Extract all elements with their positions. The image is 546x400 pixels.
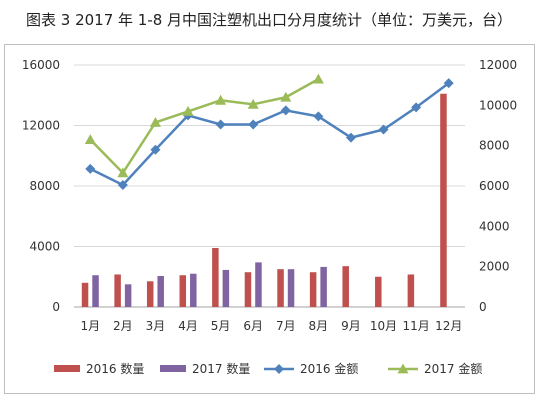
- bar: [375, 276, 382, 307]
- right-axis-tick-label: 4000: [479, 219, 510, 233]
- legend-label: 2017 数量: [192, 361, 250, 376]
- chart-title: 图表 3 2017 年 1-8 月中国注塑机出口分月度统计（单位：万美元，台）: [26, 11, 513, 29]
- x-axis-tick-label: 8月: [309, 319, 329, 333]
- bar: [157, 275, 164, 307]
- right-axis-tick-label: 2000: [479, 260, 510, 274]
- bar: [342, 266, 349, 307]
- legend-swatch: [160, 365, 186, 372]
- x-axis-tick-label: 3月: [146, 319, 166, 333]
- line-point: [280, 105, 291, 116]
- line-point: [215, 119, 226, 130]
- line-point: [117, 167, 129, 178]
- bar: [212, 248, 219, 307]
- line-point: [247, 98, 259, 109]
- bar: [92, 275, 99, 307]
- line-point: [443, 78, 454, 89]
- line-point: [248, 119, 259, 130]
- x-axis-tick-label: 6月: [243, 319, 263, 333]
- line-point: [182, 105, 194, 116]
- left-axis-tick-label: 4000: [29, 240, 60, 254]
- line-point: [312, 73, 324, 84]
- left-axis-tick-label: 12000: [22, 119, 60, 133]
- legend-label: 2017 金额: [424, 361, 482, 376]
- left-axis-tick-label: 0: [52, 300, 60, 314]
- line-point: [280, 91, 292, 102]
- series-line: [89, 82, 450, 187]
- legend-marker: [274, 364, 284, 374]
- x-axis-tick-label: 4月: [178, 319, 198, 333]
- legend-label: 2016 数量: [86, 361, 144, 376]
- right-axis-tick-label: 12000: [479, 58, 517, 72]
- x-axis-tick-label: 9月: [341, 319, 361, 333]
- right-axis-tick-label: 8000: [479, 139, 510, 153]
- line-point: [345, 132, 356, 143]
- x-axis-tick-label: 7月: [276, 319, 296, 333]
- line-point: [313, 111, 324, 122]
- bar: [124, 284, 132, 307]
- x-axis-tick-label: 1月: [80, 319, 100, 333]
- right-axis-tick-label: 10000: [479, 98, 517, 112]
- bar: [81, 282, 89, 307]
- bar: [277, 269, 284, 307]
- series-line: [89, 78, 319, 175]
- line-point: [117, 179, 128, 190]
- line-point: [85, 163, 96, 174]
- x-axis-tick-label: 10月: [370, 319, 397, 333]
- line-point: [150, 144, 161, 155]
- right-axis-tick-label: 6000: [479, 179, 510, 193]
- legend-swatch: [54, 365, 80, 372]
- bar: [244, 272, 252, 307]
- bar: [440, 93, 447, 307]
- bar: [114, 274, 121, 307]
- legend-label: 2016 金额: [300, 361, 358, 376]
- bar: [222, 269, 230, 307]
- line-point: [378, 124, 389, 135]
- bar: [320, 266, 327, 307]
- bar: [407, 274, 415, 307]
- line-point: [84, 134, 96, 145]
- bar: [190, 273, 197, 307]
- x-axis-tick-label: 2月: [113, 319, 133, 333]
- line-point: [149, 116, 161, 127]
- line-point: [215, 94, 227, 105]
- bar: [309, 272, 317, 307]
- bar: [146, 281, 154, 307]
- left-axis-tick-label: 16000: [22, 58, 60, 72]
- x-axis-tick-label: 12月: [435, 319, 462, 333]
- chart-frame: [4, 44, 535, 394]
- right-axis-tick-label: 0: [479, 300, 487, 314]
- legend-marker: [397, 363, 409, 374]
- bar: [179, 275, 187, 307]
- bar: [287, 269, 295, 307]
- bar: [255, 262, 262, 307]
- left-axis-tick-label: 8000: [29, 179, 60, 193]
- x-axis-tick-label: 11月: [402, 319, 429, 333]
- x-axis-tick-label: 5月: [211, 319, 231, 333]
- line-point: [411, 102, 422, 113]
